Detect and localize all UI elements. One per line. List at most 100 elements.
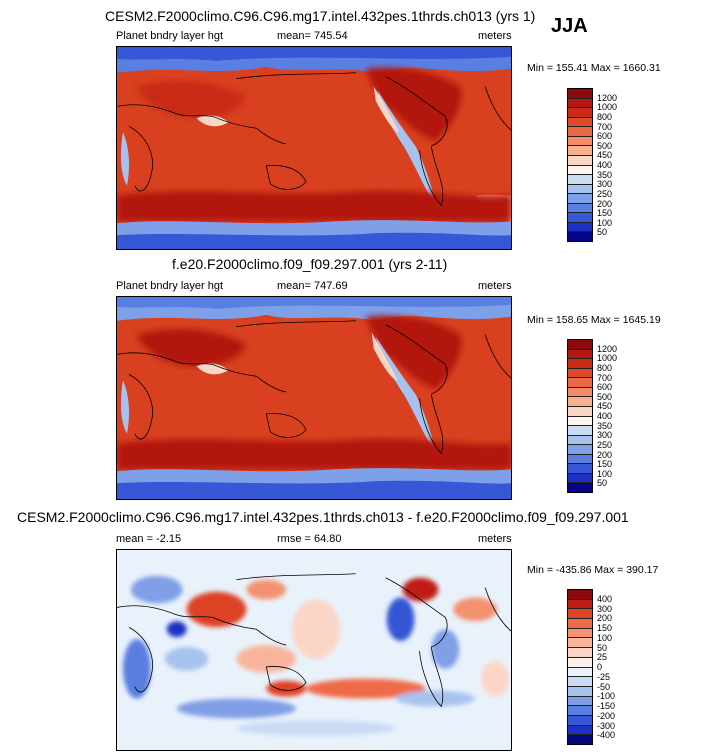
colorbar-tick-label: 350 xyxy=(597,169,613,180)
colorbar-tick-label: 100 xyxy=(597,468,613,479)
colorbar-swatch xyxy=(568,715,592,726)
colorbar-tick-label: 1000 xyxy=(597,102,618,113)
panel-3-title: CESM2.F2000climo.C96.C96.mg17.intel.432p… xyxy=(17,509,629,525)
panel-3-minmax: Min = -435.86 Max = 390.17 xyxy=(527,564,659,576)
colorbar-swatch xyxy=(568,136,592,147)
panel-1-colorbar xyxy=(567,88,593,242)
colorbar-swatch xyxy=(568,725,592,736)
panel-3-map xyxy=(116,549,512,751)
colorbar-swatch xyxy=(568,619,592,629)
colorbar-swatch xyxy=(568,98,592,109)
colorbar-swatch xyxy=(568,609,592,620)
colorbar-tick-label: 50 xyxy=(597,642,608,653)
colorbar-swatch xyxy=(568,706,592,716)
colorbar-tick-label: 300 xyxy=(597,603,613,614)
colorbar-swatch xyxy=(568,349,592,360)
colorbar-tick-label: 300 xyxy=(597,430,613,441)
colorbar-swatch xyxy=(568,473,592,484)
colorbar-tick-label: 700 xyxy=(597,372,613,383)
colorbar-tick-label: 300 xyxy=(597,179,613,190)
panel-3-units-label: meters xyxy=(478,533,512,545)
colorbar-swatch xyxy=(568,108,592,118)
panel-3-mean-label: mean = -2.15 xyxy=(116,533,182,545)
colorbar-tick-label: 400 xyxy=(597,593,613,604)
colorbar-tick-label: 400 xyxy=(597,160,613,170)
colorbar-tick-label: -25 xyxy=(597,671,611,682)
colorbar-tick-label: -100 xyxy=(597,691,616,702)
colorbar-swatch xyxy=(568,590,592,600)
colorbar-swatch xyxy=(568,89,592,99)
colorbar-tick-label: -200 xyxy=(597,710,616,721)
colorbar-swatch xyxy=(568,677,592,687)
colorbar-tick-label: 0 xyxy=(597,662,603,672)
colorbar-swatch xyxy=(568,232,592,241)
panel-2-mean-label: mean= 747.69 xyxy=(277,280,348,292)
colorbar-tick-label: 150 xyxy=(597,208,613,219)
colorbar-swatch xyxy=(568,406,592,417)
colorbar-swatch xyxy=(568,426,592,436)
colorbar-swatch xyxy=(568,435,592,446)
colorbar-tick-label: 450 xyxy=(597,401,613,412)
colorbar-swatch xyxy=(568,599,592,610)
panel-1-title: CESM2.F2000climo.C96.C96.mg17.intel.432p… xyxy=(105,8,536,24)
panel-1-map xyxy=(116,46,512,250)
colorbar-tick-label: 350 xyxy=(597,420,613,431)
panel-2-units-label: meters xyxy=(478,280,512,292)
colorbar-tick-label: 450 xyxy=(597,150,613,161)
colorbar-tick-label: -400 xyxy=(597,730,616,741)
colorbar-tick-label: 250 xyxy=(597,188,613,199)
colorbar-tick-label: 100 xyxy=(597,217,613,228)
colorbar-swatch xyxy=(568,165,592,176)
colorbar-tick-label: -50 xyxy=(597,681,611,692)
colorbar-swatch xyxy=(568,194,592,204)
colorbar-tick-label: 200 xyxy=(597,198,613,209)
colorbar-tick-label: 1200 xyxy=(597,343,618,354)
colorbar-swatch xyxy=(568,464,592,474)
colorbar-swatch xyxy=(568,340,592,350)
colorbar-tick-label: -150 xyxy=(597,701,616,711)
colorbar-swatch xyxy=(568,416,592,427)
colorbar-swatch xyxy=(568,397,592,407)
colorbar-tick-label: 600 xyxy=(597,131,613,142)
colorbar-swatch xyxy=(568,184,592,195)
colorbar-tick-label: 500 xyxy=(597,140,613,151)
colorbar-swatch xyxy=(568,696,592,707)
colorbar-swatch xyxy=(568,454,592,465)
colorbar-tick-label: 500 xyxy=(597,391,613,402)
colorbar-tick-label: 700 xyxy=(597,121,613,132)
colorbar-swatch xyxy=(568,203,592,214)
colorbar-swatch xyxy=(568,378,592,388)
colorbar-swatch xyxy=(568,648,592,658)
panel-2-colorbar xyxy=(567,339,593,493)
colorbar-swatch xyxy=(568,155,592,166)
panel-3-colorbar xyxy=(567,589,593,745)
colorbar-swatch xyxy=(568,117,592,128)
colorbar-swatch xyxy=(568,175,592,185)
colorbar-swatch xyxy=(568,667,592,678)
colorbar-tick-label: 1000 xyxy=(597,353,618,364)
panel-2-variable-label: Planet bndry layer hgt xyxy=(116,280,224,292)
panel-1-units-label: meters xyxy=(478,30,512,42)
colorbar-tick-label: 150 xyxy=(597,623,613,633)
colorbar-tick-label: 50 xyxy=(597,227,608,238)
panel-2-map xyxy=(116,296,512,500)
panel-3-rmse-label: rmse = 64.80 xyxy=(277,533,342,545)
panel-1-mean-label: mean= 745.54 xyxy=(277,30,348,42)
colorbar-tick-label: 800 xyxy=(597,111,613,122)
panel-1-variable-label: Planet bndry layer hgt xyxy=(116,30,224,42)
colorbar-swatch xyxy=(568,359,592,369)
season-label: JJA xyxy=(551,15,588,37)
colorbar-swatch xyxy=(568,628,592,639)
colorbar-tick-label: 100 xyxy=(597,632,613,643)
colorbar-swatch xyxy=(568,686,592,697)
colorbar-tick-label: 200 xyxy=(597,613,613,624)
panel-1-minmax: Min = 155.41 Max = 1660.31 xyxy=(527,62,661,74)
colorbar-tick-label: -300 xyxy=(597,720,616,731)
colorbar-tick-label: 1200 xyxy=(597,92,618,103)
colorbar-swatch xyxy=(568,222,592,233)
colorbar-swatch xyxy=(568,146,592,156)
colorbar-swatch xyxy=(568,445,592,455)
colorbar-swatch xyxy=(568,483,592,492)
panel-2-minmax: Min = 158.65 Max = 1645.19 xyxy=(527,314,661,326)
colorbar-tick-label: 250 xyxy=(597,439,613,450)
